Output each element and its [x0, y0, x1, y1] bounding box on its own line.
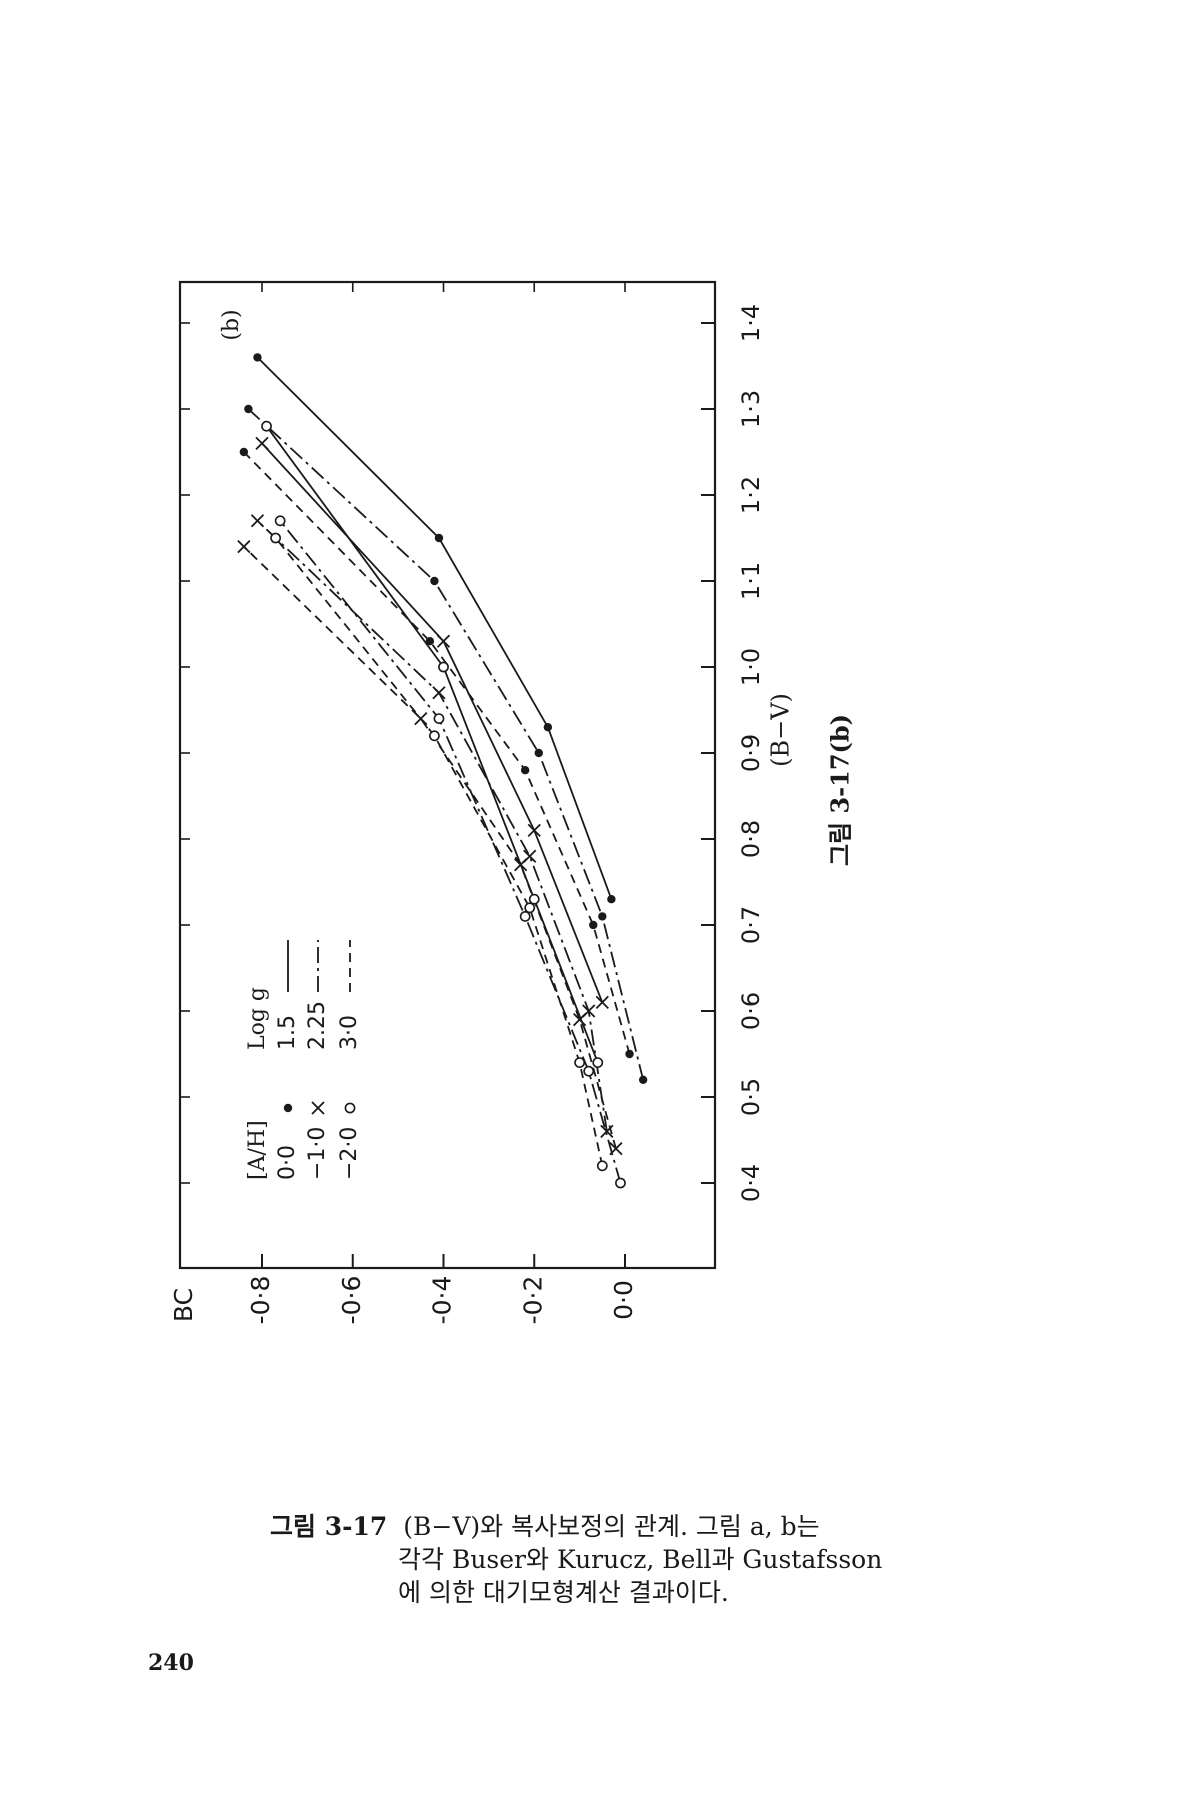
legend-abundance-label: −2·0 [337, 1127, 362, 1180]
series-line-8 [274, 537, 604, 1166]
series-point-1 [430, 576, 439, 586]
page-number: 240 [148, 1650, 194, 1676]
x-tick-label: 1·4 [737, 304, 765, 342]
series-point-8 [270, 532, 282, 544]
series-point-5 [609, 1141, 623, 1156]
panel-label: (b) [219, 309, 244, 340]
series-line-5 [243, 545, 617, 1149]
x-tick-label: 0·9 [737, 734, 765, 772]
legend-logg-label: 3·0 [337, 1015, 362, 1050]
figure-caption: 그림 3-17 (B−V)와 복사보정의 관계. 그림 a, b는 각각 Buse… [270, 1510, 1150, 1609]
series-point-1 [244, 404, 253, 414]
series-point-2 [589, 920, 598, 930]
caption-number: 그림 3-17 [270, 1512, 388, 1541]
legend-abundance-marker [283, 1103, 293, 1113]
series-point-3 [595, 995, 609, 1010]
y-axis-title: BC [169, 1288, 198, 1322]
x-tick-label: 1·0 [737, 648, 765, 686]
series-point-8 [429, 730, 440, 742]
plot-frame-group [178, 280, 717, 1270]
series-line-3 [261, 442, 604, 1003]
series-point-8 [574, 1057, 586, 1068]
x-tick-label: 1·1 [737, 562, 765, 600]
series-point-2 [425, 637, 435, 646]
series-point-1 [638, 1075, 648, 1085]
series-point-6 [528, 893, 540, 905]
series-point-2 [625, 1049, 634, 1059]
axis-labels-group: 0·4 0·5 0·6 0·7 0·8 0·9 1·0 1·1 1·2 1·3 1·4 -0·8 -0·… [169, 304, 855, 1324]
series-line-1 [247, 408, 645, 1081]
series-point-7 [615, 1177, 626, 1189]
legend-logg-header: Log g [245, 987, 270, 1050]
series-point-4 [250, 514, 265, 528]
series-point-1 [534, 748, 543, 758]
series-point-0 [253, 353, 262, 362]
series-point-3 [527, 823, 541, 838]
figure-label: 그림 3-17(b) [826, 714, 855, 866]
caption-line-2: 각각 Buser와 Kurucz, Bell과 Gustafsson [398, 1545, 883, 1574]
caption-line-1: (B−V)와 복사보정의 관계. 그림 a, b는 [403, 1512, 820, 1541]
y-tick-label: 0·0 [609, 1280, 638, 1320]
series-point-6 [438, 661, 449, 673]
series-point-7 [274, 515, 286, 527]
y-tick-label: -0·8 [246, 1276, 275, 1325]
legend-logg-label: 1.5 [275, 1015, 300, 1050]
series-point-3 [436, 634, 451, 648]
series-point-5 [237, 539, 251, 554]
legend-abundance-label: −1·0 [305, 1127, 330, 1180]
series-point-2 [239, 447, 249, 457]
series-point-6 [592, 1057, 604, 1068]
legend-logg-label: 2.25 [305, 1001, 330, 1050]
series-point-8 [596, 1160, 608, 1172]
series-point-4 [600, 1124, 614, 1139]
x-tick-label: 1·2 [737, 476, 765, 514]
caption-line-3: 에 의한 대기모형계산 결과이다. [398, 1578, 729, 1607]
x-tick-label: 0·6 [737, 992, 765, 1030]
series-point-0 [607, 895, 616, 904]
legend-group: [A/H] Log g 0·0 −1·0 −2·0 1.5 2.25 3·0 [245, 940, 362, 1180]
legend-abundance-label: 0·0 [275, 1145, 300, 1180]
bc-vs-bv-chart: 0·4 0·5 0·6 0·7 0·8 0·9 1·0 1·1 1·2 1·3 1·4 -0·8 -0·… [169, 280, 855, 1324]
axis-ticks-group [180, 282, 715, 1268]
y-tick-label: -0·4 [428, 1276, 457, 1325]
series-point-8 [524, 902, 536, 914]
series-line-2 [243, 451, 631, 1055]
series-point-7 [433, 713, 445, 724]
x-tick-label: 0·4 [737, 1164, 765, 1202]
series-point-5 [572, 1012, 587, 1027]
legend-abundance-marker [344, 1102, 356, 1114]
series-line-6 [265, 425, 599, 1063]
x-tick-label: 0·7 [737, 906, 765, 944]
series-point-5 [414, 711, 428, 726]
series-line-0 [256, 356, 613, 900]
series-point-6 [261, 420, 272, 432]
plot-frame [178, 280, 717, 1270]
series-point-7 [583, 1065, 595, 1077]
series-line-4 [256, 520, 608, 1132]
legend-abundance-marker [311, 1101, 325, 1115]
series-markers-group [237, 353, 648, 1189]
x-axis-title: (B−V) [767, 693, 795, 767]
x-tick-label: 0·8 [737, 820, 765, 858]
y-tick-label: -0·6 [337, 1276, 366, 1325]
series-point-5 [514, 858, 528, 872]
y-tick-label: -0·2 [518, 1276, 547, 1325]
series-point-4 [432, 686, 446, 700]
series-point-0 [434, 533, 444, 543]
x-tick-label: 1·3 [737, 390, 765, 428]
x-tick-label: 0·5 [737, 1078, 765, 1116]
series-point-0 [543, 723, 553, 732]
series-line-7 [279, 520, 622, 1184]
series-point-1 [598, 912, 607, 921]
series-point-2 [520, 766, 530, 775]
series-point-7 [519, 911, 531, 922]
series-point-3 [255, 436, 269, 451]
legend-abundance-header: [A/H] [245, 1120, 270, 1180]
